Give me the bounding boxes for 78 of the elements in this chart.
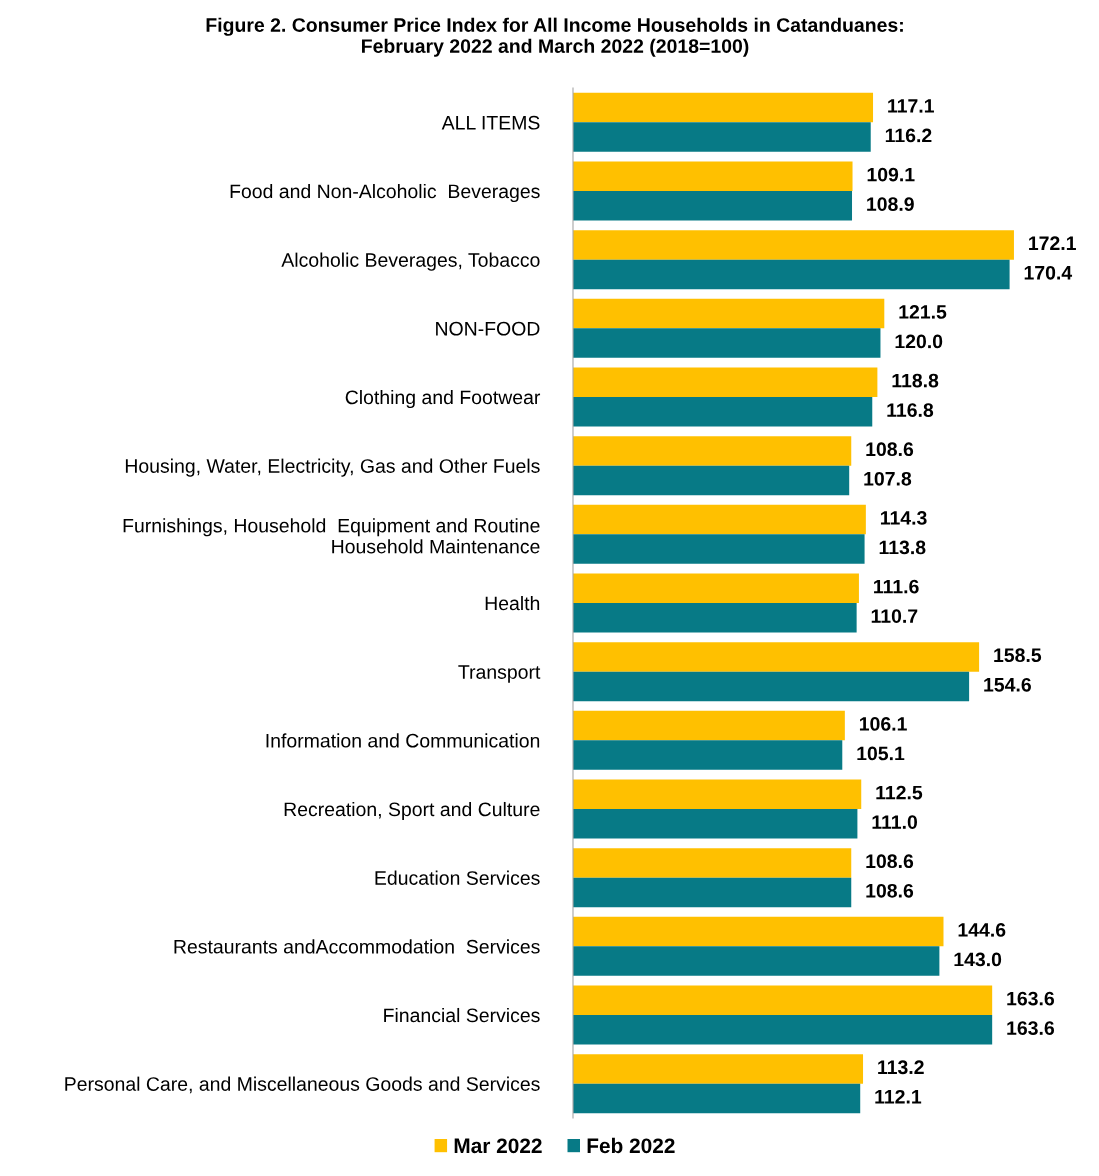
data-label: 113.2: [878, 1060, 924, 1075]
data-label: 116.2: [885, 128, 932, 143]
bar: [573, 671, 970, 702]
bar: [573, 161, 853, 191]
y-tick-label: Personal Care, and Miscellaneous Goods and Services: [65, 1076, 540, 1094]
data-label: 108.6: [866, 854, 914, 869]
bar: [573, 1083, 861, 1114]
data-label: 172.1: [1029, 236, 1076, 250]
y-tick-label: Restaurants andAccommodation Services: [174, 939, 540, 954]
bar: [573, 779, 862, 809]
data-label: 109.1: [867, 167, 915, 182]
bar: [573, 1015, 993, 1045]
data-label: 105.1: [857, 746, 905, 761]
data-label: 111.6: [874, 579, 919, 594]
bar: [573, 710, 845, 741]
bar: [573, 877, 852, 908]
bar: [573, 259, 1010, 290]
data-label: 108.9: [867, 197, 914, 211]
bar: [573, 397, 873, 427]
data-label: 154.6: [984, 677, 1031, 692]
data-label: 144.6: [958, 923, 1006, 937]
data-label: 111.0: [872, 815, 918, 829]
data-label: 108.6: [866, 442, 914, 457]
bar: [573, 809, 858, 839]
data-label: 117.1: [888, 99, 934, 113]
y-tick-label: ALL ITEMS: [441, 115, 540, 130]
bar: [573, 985, 993, 1015]
bar: [573, 1054, 864, 1084]
bar: [573, 122, 871, 152]
y-tick-label: Financial Services: [384, 1007, 540, 1023]
y-tick-label: Food and Non-Alcoholic Beverages: [230, 183, 540, 203]
y-tick-label: NON-FOOD: [436, 321, 540, 336]
data-label: 116.8: [887, 403, 934, 417]
data-label: 106.1: [859, 717, 907, 731]
y-tick-label: Furnishings, Household Equipment and Routine Household Maintenance: [123, 518, 540, 554]
data-label: 158.5: [994, 648, 1042, 663]
data-label: 114.3: [880, 511, 927, 525]
bar: [573, 642, 980, 672]
legend-label: Mar 2022: [454, 1138, 542, 1154]
y-tick-label: Clothing and Footwear: [345, 389, 541, 409]
bar: [573, 848, 852, 878]
y-tick-label: Alcoholic Beverages, Tobacco: [281, 252, 540, 271]
bar: [573, 230, 1014, 260]
data-label: 112.5: [876, 785, 923, 800]
data-label: 163.6: [1007, 1021, 1055, 1036]
data-label: 118.8: [892, 373, 939, 388]
data-label: 121.5: [899, 305, 947, 319]
bar: [573, 916, 944, 947]
bar: [573, 92, 874, 123]
bar: [573, 298, 885, 329]
chart-title: Figure 2. Consumer Price Index for All Income Households in Catanduanes: February 2022 and March 2022 (2018=100): [206, 17, 903, 57]
bar: [573, 603, 857, 633]
data-label: 112.1: [875, 1089, 922, 1104]
data-label: 143.0: [954, 952, 1002, 967]
bar: [573, 946, 940, 976]
bar: [573, 191, 853, 221]
data-label: 110.7: [871, 609, 918, 623]
y-tick-label: Housing, Water, Electricity, Gas and Other Fuels: [125, 458, 540, 477]
data-label: 108.6: [866, 883, 914, 898]
data-label: 113.8: [879, 540, 926, 555]
data-label: 120.0: [895, 334, 943, 349]
bar: [573, 504, 866, 535]
bar: [573, 534, 865, 564]
bar: [573, 740, 843, 770]
y-tick-label: Education Services: [375, 870, 540, 885]
y-tick-label: Recreation, Sport and Culture: [284, 801, 540, 821]
y-tick-label: Health: [485, 595, 540, 611]
data-label: 107.8: [864, 471, 912, 486]
bar: [573, 573, 859, 603]
y-tick-label: Transport: [458, 665, 541, 683]
bar: [573, 328, 881, 358]
data-label: 170.4: [1024, 265, 1073, 280]
y-tick-label: Information and Communication: [266, 733, 540, 748]
bar: [573, 465, 850, 496]
bar: [573, 436, 852, 466]
data-label: 163.6: [1007, 991, 1055, 1006]
legend-label: Feb 2022: [587, 1137, 675, 1154]
bar: [573, 367, 878, 397]
